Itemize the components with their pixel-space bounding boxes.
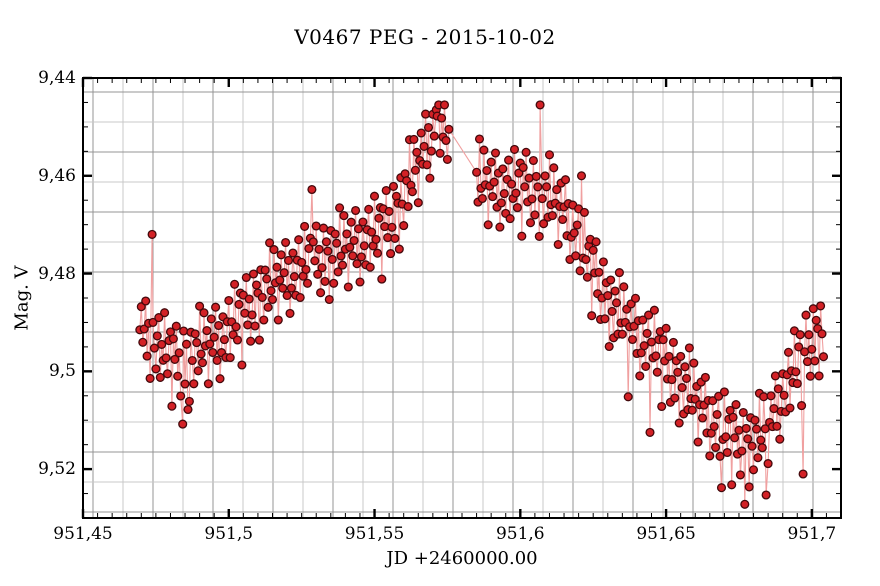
x-tick-label: 951,6	[495, 524, 545, 544]
plot-frame	[82, 77, 842, 519]
x-tick-label: 951,7	[787, 524, 837, 544]
y-tick-label: 9,48	[38, 263, 76, 284]
y-tick-label: 9,46	[38, 165, 76, 186]
x-tick-label: 951,5	[204, 524, 254, 544]
y-tick-label: 9,5	[48, 361, 76, 382]
x-axis-title: JD +2460000.00	[386, 548, 538, 569]
x-tick-label: 951,55	[344, 524, 405, 544]
y-tick-label: 9,52	[38, 459, 76, 480]
x-tick-label: 951,45	[53, 524, 113, 544]
y-tick-label: 9,44	[38, 68, 76, 88]
data-points	[135, 100, 829, 509]
chart-title: V0467 PEG - 2015-10-02	[294, 25, 556, 49]
x-tick-label: 951,65	[636, 524, 696, 544]
